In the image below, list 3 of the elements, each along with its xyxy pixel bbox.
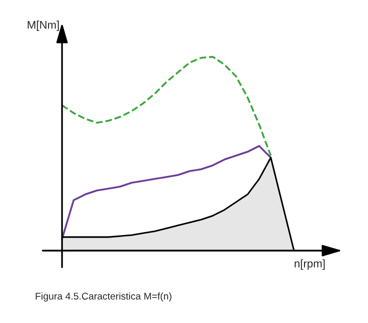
text: Figura 4.5.Caracteristica M=f(n) (36, 292, 172, 302)
x-axis-title: n[rpm] (294, 259, 325, 270)
y-axis-title: M[Nm] (28, 20, 59, 31)
